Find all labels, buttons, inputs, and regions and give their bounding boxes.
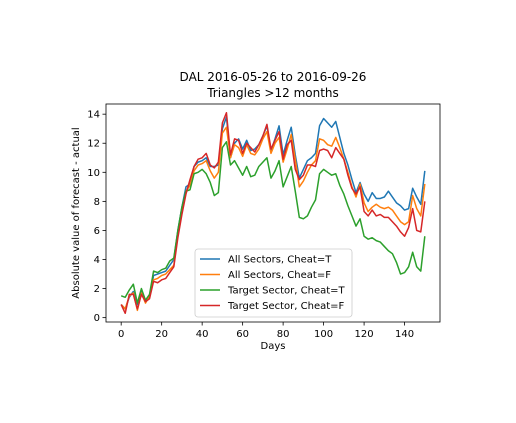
- y-axis-label: Absolute value of forecast - actual: [71, 127, 82, 298]
- series-line-4: [120, 111, 426, 315]
- legend-label-1: All Sectors, Cheat=T: [228, 255, 332, 266]
- x-tick-label: 60: [236, 329, 249, 340]
- plot-frame: [105, 103, 441, 323]
- y-tick-label: 4: [94, 255, 100, 266]
- legend-box: [194, 248, 353, 318]
- y-tick-label: 14: [87, 110, 100, 121]
- x-tick-label: 140: [395, 329, 414, 340]
- chart-title: DAL 2016-05-26 to 2016-09-26: [180, 70, 367, 84]
- y-tick-label: 10: [87, 168, 100, 179]
- legend-label-2: All Sectors, Cheat=F: [228, 270, 331, 281]
- y-tick-label: 12: [87, 139, 100, 150]
- series-layer: [120, 111, 426, 315]
- x-tick-label: 40: [196, 329, 209, 340]
- x-tick-label: 20: [155, 329, 168, 340]
- series-line-3: [120, 141, 426, 304]
- y-tick-label: 6: [94, 226, 100, 237]
- legend-label-4: Target Sector, Cheat=F: [227, 301, 345, 312]
- tick-layer: 0 20 40 60 80 100 120 140 0 2 4 6 8 10 12 14: [87, 110, 414, 340]
- y-tick-label: 8: [94, 197, 100, 208]
- series-line-2: [120, 126, 426, 312]
- x-tick-label: 120: [355, 329, 374, 340]
- x-tick-label: 80: [277, 329, 290, 340]
- x-tick-label: 0: [118, 329, 124, 340]
- x-tick-label: 100: [314, 329, 333, 340]
- y-tick-label: 2: [94, 284, 100, 295]
- y-tick-label: 0: [94, 313, 100, 324]
- chart-subtitle: Triangles >12 months: [206, 86, 339, 100]
- legend: All Sectors, Cheat=T All Sectors, Cheat=F…: [194, 248, 353, 318]
- x-axis-label: Days: [261, 341, 286, 352]
- legend-label-3: Target Sector, Cheat=T: [227, 286, 346, 297]
